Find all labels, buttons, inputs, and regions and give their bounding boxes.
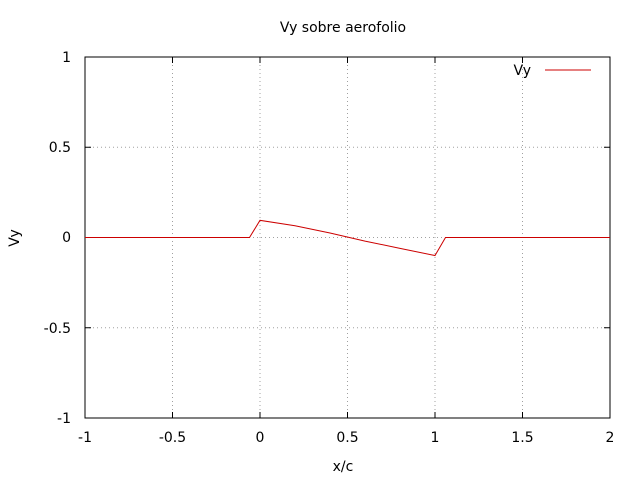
y-tick-labels: 1 0.5 0 -0.5 -1 [44,50,71,427]
y-tick-label: -0.5 [44,321,71,337]
series-lines [85,219,610,257]
x-tick-label: 0.5 [336,430,358,446]
x-tick-label: -0.5 [159,430,186,446]
x-tick-labels: -1 -0.5 0 0.5 1 1.5 2 [78,430,614,446]
series-line-vy [85,219,610,257]
x-tick-label: 2 [606,430,615,446]
legend: Vy [514,63,591,79]
x-tick-label: -1 [78,430,92,446]
y-tick-label: 0 [62,230,71,246]
x-tick-label: 0 [256,430,265,446]
x-axis-label: x/c [333,459,354,475]
x-tick-label: 1.5 [511,430,533,446]
y-tick-label: 0.5 [49,140,71,156]
chart-title: Vy sobre aerofolio [280,20,406,36]
y-tick-label: -1 [57,411,71,427]
y-axis-label: Vy [7,229,23,247]
y-tick-label: 1 [62,50,71,66]
legend-label: Vy [514,63,532,79]
x-tick-label: 1 [431,430,440,446]
